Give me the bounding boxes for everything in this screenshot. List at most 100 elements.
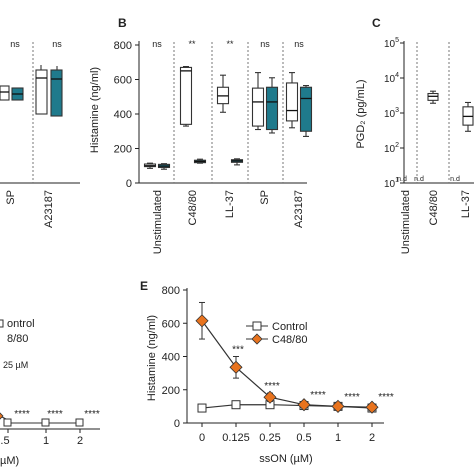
- panel-e-xtick-label-4: 1: [335, 432, 341, 444]
- panel-e: E Histamine (ng/ml) 800 600 400 200 0 ss…: [140, 279, 394, 465]
- panel-c: C PGD₂ (pg/mL) 105 104 103 102 101 n.d n…: [355, 16, 474, 254]
- panel-d-marker-control-2: [41, 418, 50, 427]
- panel-d-legend-control-marker: [0, 319, 4, 328]
- panel-d-legend-c4880: 8/80: [7, 333, 28, 345]
- panel-c-ytick-label-1e4: 104: [384, 72, 399, 85]
- panel-b-box-control-4-box: [285, 82, 299, 122]
- panel-e-sig-2: ****: [264, 381, 280, 392]
- panel-a-box-sp-control: [0, 85, 10, 101]
- panel-e-x-label: ssON (µM): [259, 453, 312, 465]
- panel-c-ytick-label-1e3: 103: [384, 107, 399, 120]
- panel-b-ytick-label-800: 800: [114, 40, 132, 52]
- panel-e-point-c4880-5: [365, 400, 379, 414]
- panel-c-y-label: PGD₂ (pg/mL): [355, 79, 367, 148]
- panel-c-ytick-exp-1e2: 2: [395, 142, 399, 149]
- panel-c-ytick-base-1e4: 10: [384, 74, 396, 85]
- panel-e-ytick-label-800: 800: [162, 285, 180, 297]
- panel-c-ytick-exp-1e5: 5: [395, 37, 399, 44]
- panel-d-xtick-label-1: .5: [0, 435, 9, 447]
- panel-c-ytick-base-1e5: 10: [384, 39, 396, 50]
- panel-e-point-c4880-0: [195, 314, 209, 328]
- panel-b-cat-a23187: A23187: [293, 190, 305, 228]
- panel-d-marker-control-1: [3, 418, 12, 427]
- panel-b-sig-sp: ns: [260, 39, 270, 49]
- panel-b-cat-ll37: LL-37: [224, 190, 236, 218]
- panel-b-cat-c4880: C48/80: [187, 190, 199, 225]
- panel-c-cat-c4880: C48/80: [428, 190, 440, 225]
- panel-d-sig-1: ****: [14, 409, 30, 420]
- panel-b-boxes: [143, 66, 313, 170]
- panel-e-legend-c4880-marker: [251, 333, 263, 345]
- panel-e-x-ticks: 0 0.125 0.25 0.5 1 2: [199, 423, 375, 444]
- panel-e-xtick-label-5: 2: [369, 432, 375, 444]
- panel-c-letter: C: [372, 16, 381, 30]
- panel-e-legend-control-marker: [252, 321, 262, 331]
- panel-b-box-control-1: [179, 66, 193, 127]
- panel-a-sig-2: ns: [52, 39, 62, 49]
- panel-b: B Histamine (ng/ml) 800 600 400 200 0 ns…: [89, 16, 313, 254]
- panel-e-point-c4880-2: [263, 390, 277, 404]
- panel-b-y-ticks: 800 600 400 200 0: [114, 40, 139, 190]
- panel-d-note: 25 µM: [3, 360, 28, 370]
- panel-e-xtick-label-1: 0.125: [222, 432, 250, 444]
- panel-b-box-control-4: [285, 72, 299, 129]
- panel-c-ytick-label-1e2: 102: [384, 142, 399, 155]
- panel-b-box-treated-0: [157, 163, 171, 170]
- panel-e-sig-5: ****: [378, 392, 394, 403]
- panel-c-cat-ll37: LL-37: [460, 190, 472, 218]
- panel-c-cat-unstimulated: Unstimulated: [400, 190, 412, 254]
- panel-e-point-control-1: [231, 400, 241, 410]
- panel-c-box-1: [427, 90, 439, 104]
- panel-d-x-label: µM): [0, 455, 19, 467]
- panel-e-letter: E: [140, 279, 148, 293]
- panel-b-cat-unstimulated: Unstimulated: [152, 190, 164, 254]
- panel-b-y-label: Histamine (ng/ml): [89, 67, 101, 153]
- panel-c-ytick-exp-1e4: 4: [395, 72, 399, 79]
- panel-b-box-treated-4-box: [299, 86, 313, 132]
- panel-c-ytick-label-1e5: 105: [384, 37, 399, 50]
- panel-d-xtick-label-3: 2: [77, 435, 83, 447]
- panel-d-marker-control-3: [75, 418, 84, 427]
- panel-b-ytick-label-0: 0: [126, 178, 132, 190]
- panel-b-sig-ll37: **: [226, 39, 234, 49]
- panel-e-sig-4: ****: [344, 392, 360, 403]
- panel-c-ytick-base-1e3: 10: [384, 109, 396, 120]
- panel-e-ytick-label-600: 600: [162, 318, 180, 330]
- panel-b-box-treated-1: [193, 158, 207, 164]
- panel-b-box-control-3: [251, 72, 265, 131]
- panel-b-box-treated-3: [265, 77, 279, 134]
- panel-d-marker-c4880: [0, 412, 4, 420]
- panel-b-box-control-3-box: [251, 87, 265, 127]
- panel-b-box-treated-4: [299, 84, 313, 137]
- panel-e-y-label: Histamine (ng/ml): [146, 315, 158, 401]
- panel-e-ytick-label-0: 0: [174, 418, 180, 430]
- panel-e-point-c4880-3: [297, 398, 311, 412]
- panel-d: ontrol 8/80 25 µM **** **** **** .5 1 2 …: [0, 318, 100, 467]
- panel-d-legend-control: ontrol: [7, 318, 35, 330]
- panel-c-nd-2: n.d: [414, 176, 424, 183]
- panel-b-sig-unstimulated: ns: [152, 39, 162, 49]
- panel-b-ytick-label-200: 200: [114, 144, 132, 156]
- panel-a: ns ns SP A23187: [0, 39, 80, 228]
- panel-c-ytick-label-1e1: 101: [384, 177, 399, 190]
- panel-e-xtick-label-0: 0: [199, 432, 205, 444]
- panel-e-series: *********** **** ****: [195, 301, 394, 414]
- panel-c-nd-1: n.d: [397, 176, 407, 183]
- panel-e-sig-3: ****: [310, 390, 326, 401]
- panel-c-nd-3: n.d: [450, 176, 460, 183]
- panel-c-boxes: [427, 90, 474, 132]
- panel-b-box-treated-2: [230, 158, 244, 166]
- panel-e-legend-control: Control: [272, 321, 307, 333]
- panel-e-sig-1: ***: [232, 345, 244, 356]
- panel-b-box-control-2: [216, 74, 230, 113]
- panel-b-cat-sp: SP: [259, 190, 271, 205]
- panel-a-sig-1: ns: [10, 39, 20, 49]
- panel-a-cat-a23187: A23187: [43, 190, 55, 228]
- panel-d-xtick-label-2: 1: [43, 435, 49, 447]
- panel-e-point-c4880-4: [331, 399, 345, 413]
- panel-b-box-control-1-box: [179, 66, 193, 125]
- panel-b-sig-c4880: **: [188, 39, 196, 49]
- panel-c-ytick-base-1e2: 10: [384, 144, 396, 155]
- panel-a-cat-sp: SP: [5, 190, 17, 205]
- panel-e-xtick-label-2: 0.25: [259, 432, 280, 444]
